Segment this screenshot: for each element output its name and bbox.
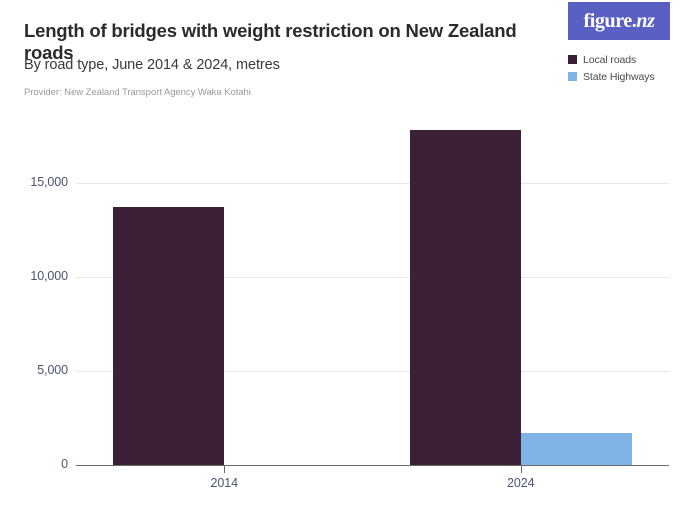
legend-swatch-local-roads bbox=[568, 55, 577, 65]
page-title: Length of bridges with weight restrictio… bbox=[24, 20, 517, 63]
x-axis-tick-label-2014: 2014 bbox=[210, 476, 239, 490]
logo-word-nz: nz bbox=[636, 10, 655, 32]
figurenz-logo-text: figure.nz bbox=[568, 2, 670, 40]
chart-subtitle: By road type, June 2014 & 2024, metres bbox=[24, 57, 280, 73]
figurenz-logo[interactable]: figure.nz bbox=[568, 2, 670, 40]
chart-legend: Local roads State Highways bbox=[568, 52, 698, 86]
gridline-15000 bbox=[76, 183, 669, 184]
legend-item-local-roads[interactable]: Local roads bbox=[568, 52, 698, 69]
bar-2014-local-roads[interactable] bbox=[113, 207, 225, 465]
legend-label-local-roads: Local roads bbox=[583, 54, 637, 67]
legend-label-state-highways: State Highways bbox=[583, 71, 655, 84]
gridline-5000 bbox=[76, 371, 669, 372]
y-axis-tick-label: 10,000 bbox=[30, 269, 68, 283]
logo-word-figure: figure. bbox=[583, 10, 637, 32]
y-axis-tick-label: 5,000 bbox=[37, 363, 68, 377]
bar-2024-state-highways[interactable] bbox=[520, 433, 632, 465]
provider-credit: Provider: New Zealand Transport Agency W… bbox=[24, 87, 251, 98]
chart-header: Length of bridges with weight restrictio… bbox=[0, 0, 700, 110]
legend-item-state-highways[interactable]: State Highways bbox=[568, 69, 698, 86]
bar-2024-local-roads[interactable] bbox=[409, 130, 521, 465]
x-axis-tick-2024 bbox=[521, 466, 522, 473]
legend-swatch-state-highways bbox=[568, 72, 577, 82]
y-axis-tick-label: 15,000 bbox=[30, 175, 68, 189]
x-axis-line bbox=[76, 465, 669, 466]
x-axis-tick-label-2024: 2024 bbox=[507, 476, 535, 490]
gridline-10000 bbox=[76, 277, 669, 278]
x-axis-tick-2014 bbox=[224, 466, 225, 473]
y-axis-tick-label: 0 bbox=[61, 457, 68, 471]
